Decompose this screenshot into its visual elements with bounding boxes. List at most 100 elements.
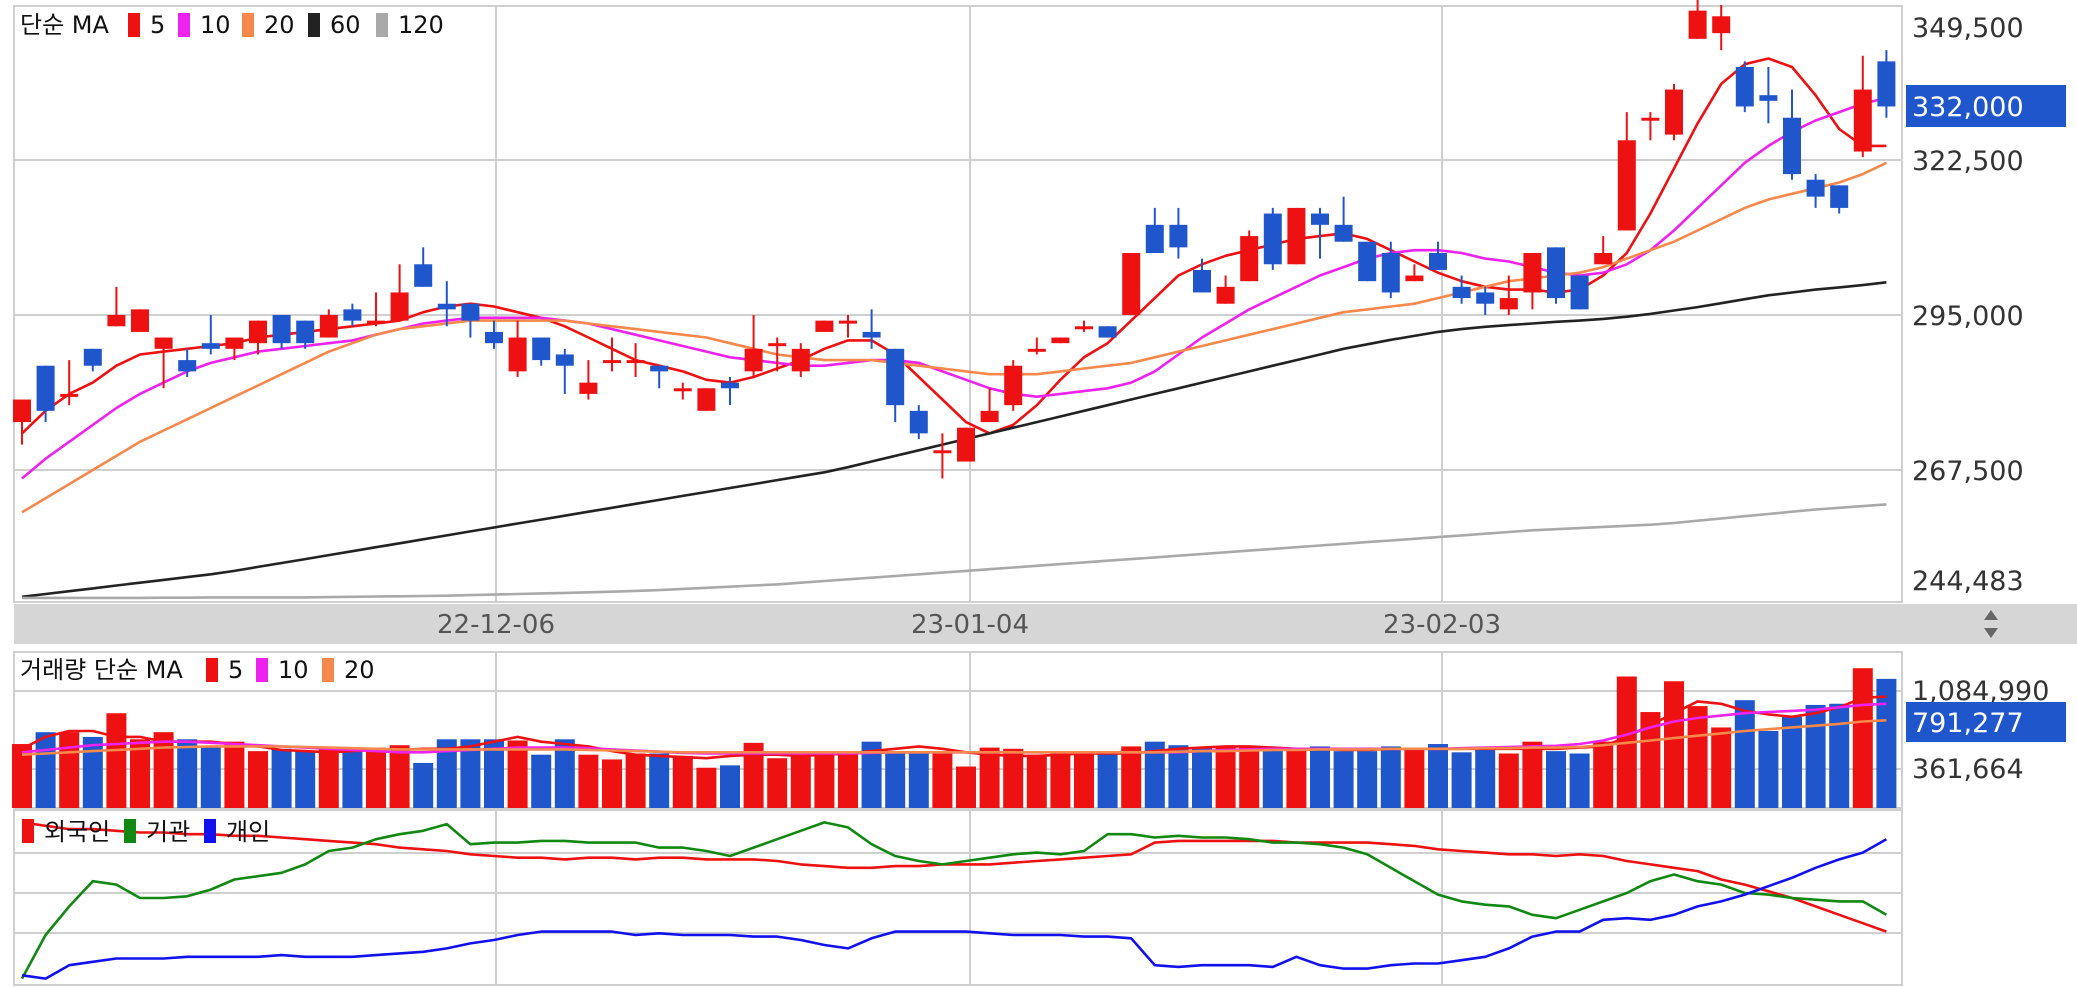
vol-ma20-swatch (322, 658, 334, 682)
volume-bar (318, 747, 339, 808)
candle-body (319, 315, 338, 338)
candle (1405, 264, 1424, 282)
volume-bar (12, 744, 32, 808)
individual-legend-label: 개인 (226, 818, 270, 846)
candle-body (1145, 224, 1164, 253)
volume-bar (1168, 745, 1189, 808)
candle (1193, 258, 1211, 293)
candle-body (957, 427, 975, 462)
candle-body (1665, 89, 1683, 135)
volume-bar (224, 741, 245, 808)
candle-body (1051, 337, 1070, 344)
candle (1783, 89, 1801, 180)
candle (437, 281, 456, 327)
candle-body (1098, 326, 1117, 338)
candle-body (886, 348, 905, 406)
volume-bar (1026, 754, 1047, 808)
candle-body (1712, 16, 1731, 34)
investor-panel-frame (13, 809, 1903, 986)
volume-bar (1239, 746, 1260, 808)
ma10-legend-label: 10 (200, 11, 231, 39)
candle (1145, 207, 1164, 253)
candle-body (650, 365, 669, 372)
candle (1476, 286, 1495, 315)
candle (178, 348, 197, 377)
candles (13, 0, 1896, 479)
candle (815, 320, 834, 332)
volume-bar (1852, 668, 1873, 808)
candle-body (1476, 292, 1495, 304)
candle-body (1216, 286, 1235, 304)
candle (1665, 83, 1683, 141)
candle (957, 427, 975, 462)
volume-bar (625, 753, 646, 808)
candle-body (1806, 179, 1825, 197)
ma120-line (22, 503, 1887, 600)
volume-bar (1569, 753, 1590, 808)
candle-body (1311, 213, 1329, 225)
volume-bar (35, 732, 56, 808)
candle-body (1617, 140, 1636, 231)
candle-body (1452, 286, 1471, 299)
resize-down-arrow (1984, 628, 1998, 638)
candle-body (296, 320, 315, 344)
price-axis-label: 295,000 (1912, 301, 2024, 332)
candle-body (414, 264, 433, 287)
foreign-swatch (22, 819, 34, 843)
candle (980, 388, 999, 423)
institution-net-line (20, 821, 1888, 980)
price-ma-legend: 단순 MA 5 10 20 60 120 (20, 11, 444, 39)
candle-body (60, 393, 79, 397)
candle (933, 433, 952, 479)
candle-body (721, 382, 739, 389)
candle-body (555, 354, 574, 366)
volume-bar (1050, 753, 1071, 808)
volume-bar (696, 767, 717, 808)
price-axis-label: 349,500 (1912, 13, 2024, 44)
candle-body (1641, 117, 1660, 121)
candle (343, 303, 362, 327)
vol-ma5-swatch (206, 658, 218, 682)
volume-bar (130, 739, 150, 808)
candle (909, 405, 928, 439)
ma60-line (21, 281, 1887, 599)
panel-resize-icon[interactable] (1984, 610, 1998, 638)
candle (249, 320, 267, 355)
ma120-legend-label: 120 (398, 11, 444, 39)
foreign-legend-label: 외국인 (44, 818, 110, 846)
candle (1641, 112, 1660, 141)
volume-bar (554, 739, 575, 808)
volume-bar (342, 748, 363, 808)
volume-bar (672, 755, 693, 808)
candle-body (1405, 275, 1424, 282)
candle (744, 315, 763, 377)
candle (83, 348, 102, 372)
volume-bar (1404, 747, 1425, 808)
ma20-swatch (242, 13, 254, 37)
candle-body (1358, 241, 1377, 282)
candle (673, 382, 692, 400)
candle (36, 365, 55, 423)
volume-bar (271, 748, 292, 808)
candle (1452, 275, 1471, 304)
candle-body (980, 410, 999, 423)
current-volume-label: 791,277 (1912, 708, 2024, 739)
candle-body (1499, 298, 1518, 310)
volume-bar (200, 746, 221, 808)
institution-swatch (124, 819, 136, 843)
volume-bar (1380, 746, 1401, 808)
candle-body (1429, 253, 1447, 270)
candle (1806, 174, 1825, 208)
volume-bar (82, 736, 103, 808)
candle-body (13, 399, 31, 423)
volume-bar (1003, 748, 1024, 808)
candle (1051, 337, 1070, 344)
candle (1334, 196, 1353, 242)
volume-bar (1876, 678, 1897, 808)
candle (1429, 241, 1447, 270)
volume-axis-label: 361,664 (1912, 754, 2024, 785)
volume-bar (814, 751, 835, 808)
volume-bar (177, 739, 198, 808)
candle (768, 337, 787, 372)
volume-bar (1357, 751, 1378, 808)
